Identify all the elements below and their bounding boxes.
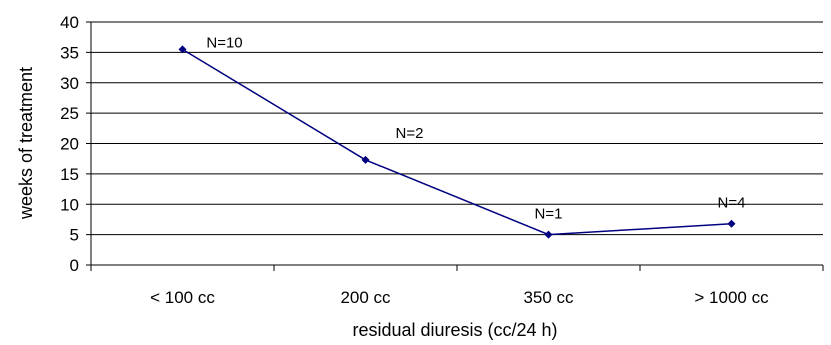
- data-point: [727, 219, 736, 228]
- y-axis-ticks: 0 5 10 15 20 25 30 35 40: [60, 13, 91, 275]
- y-tick-label: 40: [60, 13, 79, 32]
- data-label: N=4: [718, 195, 746, 212]
- data-labels: N=10 N=2 N=1 N=4: [206, 34, 745, 222]
- x-tick-label: 350 cc: [523, 288, 574, 307]
- x-axis-ticks: < 100 cc 200 cc 350 cc > 1000 cc: [90, 265, 824, 307]
- x-axis-label: residual diuresis (cc/24 h): [352, 320, 557, 340]
- data-label: N=1: [535, 206, 563, 223]
- y-tick-label: 0: [70, 256, 79, 275]
- y-axis-label: weeks of treatment: [16, 67, 36, 220]
- x-tick-label: > 1000 cc: [694, 288, 769, 307]
- gridlines: [91, 21, 823, 236]
- data-label: N=2: [396, 125, 424, 142]
- y-tick-label: 15: [60, 165, 79, 184]
- x-tick-label: < 100 cc: [150, 288, 215, 307]
- y-tick-label: 25: [60, 104, 79, 123]
- data-points: [178, 45, 736, 239]
- data-point: [178, 45, 187, 54]
- y-tick-label: 30: [60, 74, 79, 93]
- x-tick-label: 200 cc: [340, 288, 391, 307]
- y-tick-label: 10: [60, 195, 79, 214]
- data-point: [361, 155, 370, 164]
- series-line: [182, 48, 732, 236]
- data-point: [544, 230, 553, 239]
- y-tick-label: 35: [60, 43, 79, 62]
- y-tick-label: 20: [60, 135, 79, 154]
- y-tick-label: 5: [70, 226, 79, 245]
- data-label: N=10: [206, 34, 242, 51]
